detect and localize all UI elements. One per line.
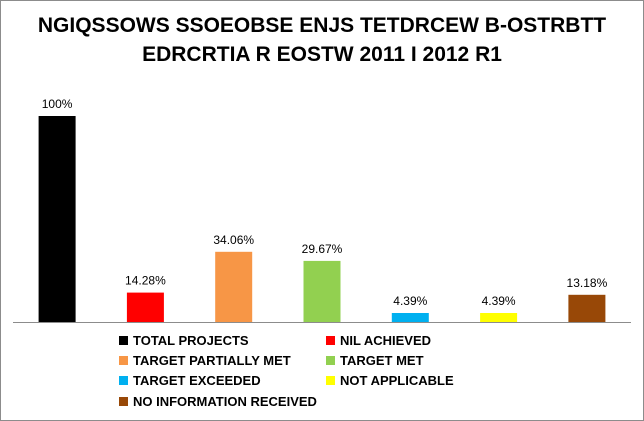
- bar-nil-achieved: [126, 292, 164, 322]
- bar-total-projects: [38, 116, 76, 322]
- legend-label: TARGET MET: [340, 352, 424, 368]
- data-label-total-projects: 100%: [42, 97, 73, 111]
- legend-item-target-exceeded: TARGET EXCEEDED: [119, 372, 261, 388]
- legend-swatch: [119, 355, 128, 365]
- legend-item-nil-achieved: NIL ACHIEVED: [326, 332, 431, 348]
- bar-target-partially-met: [215, 251, 253, 322]
- legend-swatch: [326, 355, 335, 365]
- bar-target-exceeded: [391, 313, 429, 322]
- legend-item-total-projects: TOTAL PROJECTS: [119, 332, 249, 348]
- data-label-target-partially-met: 34.06%: [213, 233, 254, 247]
- bar-target-met: [303, 260, 341, 322]
- legend-item-no-information-received: NO INFORMATION RECEIVED: [119, 393, 317, 409]
- legend-item-not-applicable: NOT APPLICABLE: [326, 372, 454, 388]
- legend-label: NO INFORMATION RECEIVED: [133, 393, 317, 409]
- bar-no-information-received: [568, 294, 606, 322]
- legend-swatch: [119, 335, 128, 345]
- bar-not-applicable: [480, 313, 518, 322]
- legend-swatch: [326, 335, 335, 345]
- data-label-target-met: 29.67%: [302, 242, 343, 256]
- legend-swatch: [119, 375, 128, 385]
- chart-title: NGIQSSOWS SSOEOBSE ENJS TETDRCEW B-OSTRB…: [37, 14, 607, 66]
- legend-label: NIL ACHIEVED: [340, 332, 432, 348]
- legend-label: NOT APPLICABLE: [340, 372, 454, 388]
- legend-item-target-partially-met: TARGET PARTIALLY MET: [119, 352, 291, 368]
- data-label-nil-achieved: 14.28%: [125, 274, 166, 288]
- data-label-no-information-received: 13.18%: [567, 276, 608, 290]
- legend-item-target-met: TARGET MET: [326, 352, 424, 368]
- legend-label: TARGET PARTIALLY MET: [133, 352, 291, 368]
- data-label-not-applicable: 4.39%: [482, 294, 516, 308]
- data-label-target-exceeded: 4.39%: [393, 294, 427, 308]
- plot-area: 100% 14.28% 34.06% 29.67% 4.39% 4.39% 13.18%: [13, 97, 631, 323]
- legend-swatch: [119, 396, 128, 406]
- legend-swatch: [326, 375, 335, 385]
- legend-label: TARGET EXCEEDED: [133, 372, 261, 388]
- legend-label: TOTAL PROJECTS: [133, 332, 249, 348]
